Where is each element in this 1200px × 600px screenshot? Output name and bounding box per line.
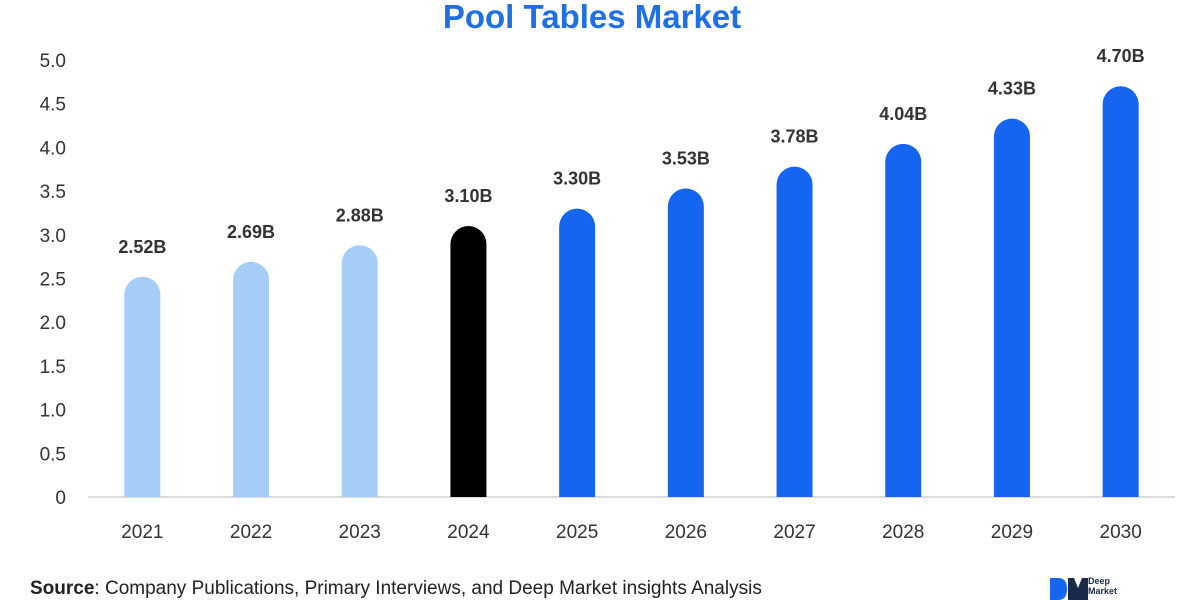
x-tick-label-2025: 2025 — [556, 522, 598, 543]
deep-market-logo: Deep Market — [1048, 574, 1168, 600]
x-tick-label-2030: 2030 — [1100, 522, 1142, 543]
x-tick-label-2021: 2021 — [121, 522, 163, 543]
y-tick-label: 4.0 — [40, 138, 66, 159]
bar-2028 — [885, 143, 922, 498]
x-tick-label-2024: 2024 — [447, 522, 490, 543]
x-tick-label-2023: 2023 — [339, 522, 381, 543]
y-tick-label: 2.5 — [40, 270, 66, 291]
value-label-2022: 2.69B — [227, 222, 275, 242]
bar-2030 — [1102, 86, 1139, 497]
x-tick-label-2027: 2027 — [773, 522, 815, 543]
y-tick-label: 2.0 — [40, 313, 66, 334]
bars-group — [124, 86, 1139, 498]
x-tick-label-2026: 2026 — [665, 522, 707, 543]
x-tick-label-2028: 2028 — [882, 522, 924, 543]
bar-2029 — [993, 118, 1030, 498]
logo-wordmark: Deep Market — [1088, 576, 1117, 596]
value-labels-group: 2.52B 2.69B 2.88B 3.10B 3.30B 3.53B 3.78B 4.04B… — [118, 46, 1144, 257]
y-tick-label: 0.5 — [40, 444, 66, 465]
logo-line-2: Market — [1088, 586, 1118, 596]
y-tick-label: 3.5 — [40, 182, 66, 203]
value-label-2029: 4.33B — [988, 79, 1036, 99]
dm-logo-icon — [1050, 578, 1088, 600]
y-tick-label: 1.5 — [40, 357, 66, 378]
value-label-2024: 3.10B — [444, 186, 492, 206]
y-tick-label: 4.5 — [40, 95, 66, 116]
bar-2021 — [124, 276, 161, 497]
x-tick-label-2029: 2029 — [991, 522, 1033, 543]
logo-line-1: Deep — [1088, 576, 1111, 586]
y-tick-label: 0 — [55, 488, 66, 509]
value-label-2027: 3.78B — [771, 127, 819, 147]
x-axis-ticks: 2021 2022 2023 2024 2025 2026 2027 2028 2029 2030 — [121, 522, 1142, 543]
source-text: : Company Publications, Primary Intervie… — [94, 578, 762, 599]
value-label-2028: 4.04B — [879, 104, 927, 124]
source-note: Source: Company Publications, Primary In… — [30, 578, 762, 600]
y-tick-label: 1.0 — [40, 401, 66, 422]
y-tick-label: 5.0 — [40, 51, 66, 72]
x-tick-label-2022: 2022 — [230, 522, 272, 543]
y-tick-label: 3.0 — [40, 226, 66, 247]
source-label: Source — [30, 578, 95, 599]
bar-2026 — [667, 188, 704, 497]
y-axis-ticks: 0 0.5 1.0 1.5 2.0 2.5 3.0 3.5 4.0 4.5 5.0 — [40, 51, 66, 509]
value-label-2023: 2.88B — [336, 205, 384, 225]
bar-2023 — [341, 245, 378, 497]
bar-2022 — [233, 261, 270, 497]
bar-2025 — [559, 208, 596, 497]
value-label-2030: 4.70B — [1097, 46, 1145, 66]
chart-title: Pool Tables Market — [443, 0, 741, 35]
value-label-2026: 3.53B — [662, 148, 710, 168]
bar-2024 — [450, 226, 487, 497]
bar-2027 — [776, 166, 813, 498]
value-label-2021: 2.52B — [118, 237, 166, 257]
value-label-2025: 3.30B — [553, 169, 601, 189]
